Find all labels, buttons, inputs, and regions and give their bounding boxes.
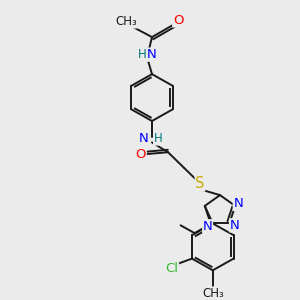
- Text: CH₃: CH₃: [115, 15, 137, 28]
- Text: O: O: [173, 14, 183, 27]
- Text: N: N: [139, 132, 149, 145]
- Text: CH₃: CH₃: [202, 287, 224, 300]
- Text: S: S: [195, 176, 205, 191]
- Text: H: H: [154, 132, 162, 145]
- Text: N: N: [147, 48, 157, 61]
- Text: N: N: [203, 220, 212, 233]
- Text: Cl: Cl: [166, 262, 178, 275]
- Text: H: H: [138, 48, 146, 61]
- Text: O: O: [136, 148, 146, 160]
- Text: N: N: [233, 197, 243, 211]
- Text: N: N: [230, 219, 239, 232]
